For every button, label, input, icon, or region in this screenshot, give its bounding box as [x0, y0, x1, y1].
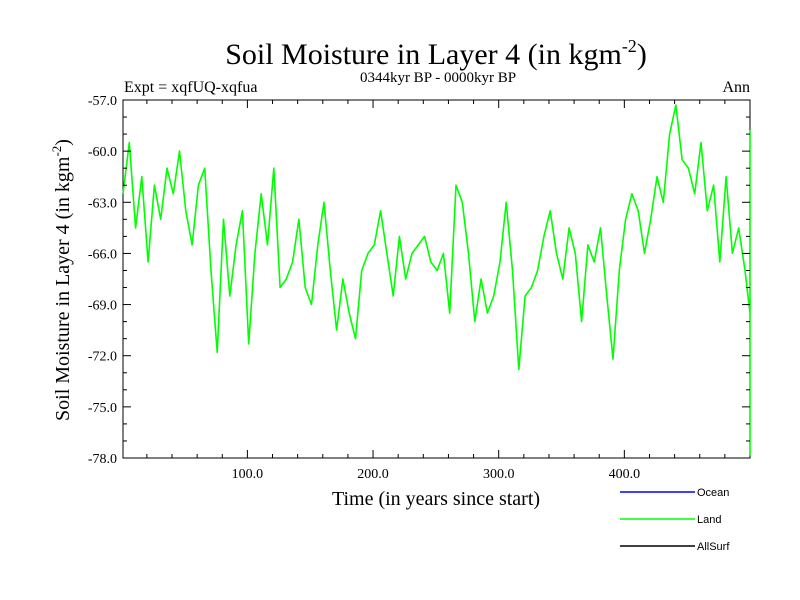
x-tick-label: 300.0	[483, 467, 515, 482]
legend: Ocean Land AllSurf	[620, 487, 730, 553]
y-tick-label: -57.0	[88, 94, 117, 109]
y-tick-label: -75.0	[88, 401, 117, 416]
y-tick-label: -69.0	[88, 299, 117, 314]
y-tick-label: -60.0	[88, 145, 117, 160]
y-tick-label: -66.0	[88, 247, 117, 262]
y-tick-label: -72.0	[88, 350, 117, 365]
x-axis-label: Time (in years since start)	[332, 488, 540, 510]
legend-label-allsurf: AllSurf	[697, 541, 730, 553]
legend-label-land: Land	[697, 514, 721, 526]
x-tick-label: 100.0	[232, 467, 264, 482]
x-tick-label: 400.0	[609, 467, 641, 482]
x-axis: 100.0 200.0 300.0 400.0	[146, 100, 726, 482]
y-axis: -57.0 -60.0 -63.0 -66.0 -69.0 -72.0 -75.0 -78.0	[88, 94, 750, 467]
land-series-line	[122, 104, 751, 456]
chart-title: Soil Moisture in Layer 4 (in kgm-2)	[225, 36, 647, 71]
y-tick-label: -78.0	[88, 452, 117, 467]
legend-label-ocean: Ocean	[697, 487, 729, 499]
y-tick-label: -63.0	[88, 196, 117, 211]
y-axis-label: Soil Moisture in Layer 4 (in kgm-2)	[49, 139, 74, 421]
plot-frame	[122, 99, 751, 459]
period-label: 0344kyr BP - 0000kyr BP	[360, 70, 516, 86]
season-label: Ann	[722, 79, 750, 96]
expt-label: Expt = xqfUQ-xqfua	[124, 79, 257, 96]
x-tick-label: 200.0	[357, 467, 389, 482]
